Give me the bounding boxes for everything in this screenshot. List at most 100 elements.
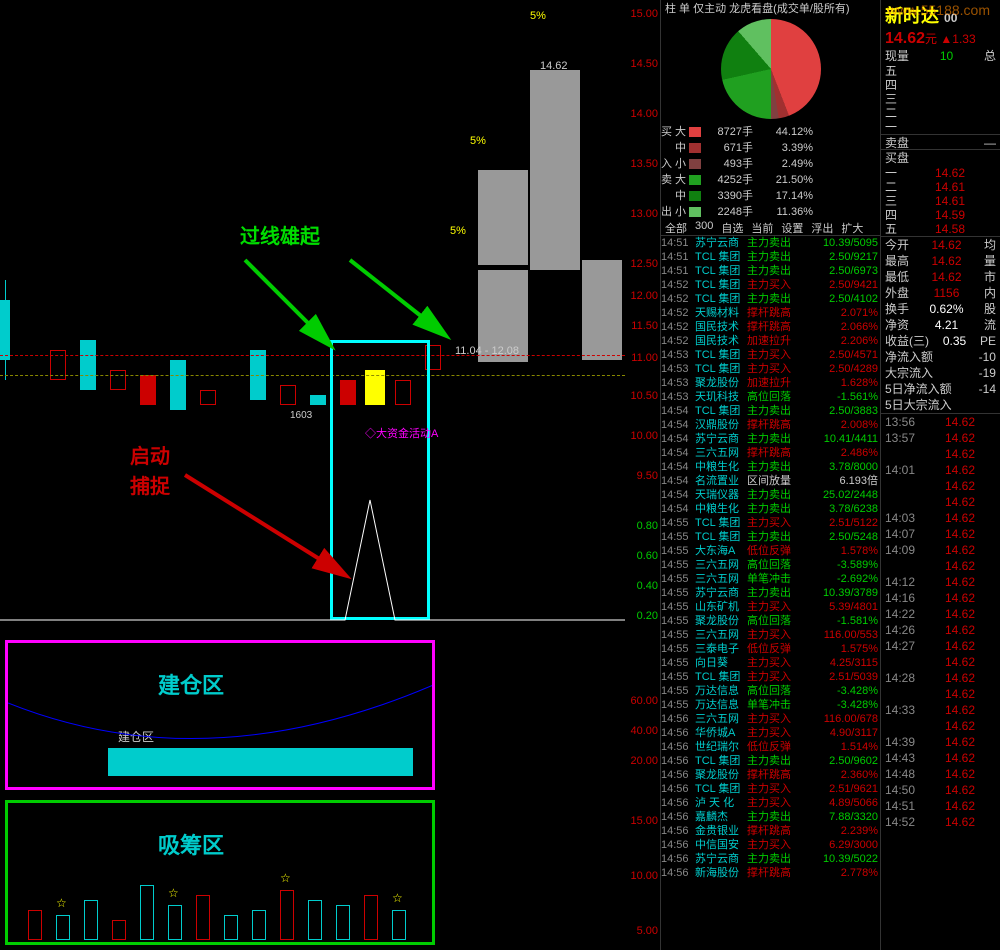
feed-row[interactable]: 14:55三六五网高位回落-3.589%	[661, 558, 880, 572]
tabs[interactable]: 全部300自选当前设置浮出扩大	[661, 220, 880, 236]
feed-row[interactable]: 14:51TCL 集团主力卖出2.50/6973	[661, 264, 880, 278]
ticker-panel: 柱 单 仅主动 龙虎看盘(成交单/股所有) 买大8727手44.12%中671手…	[660, 0, 880, 950]
feed-row[interactable]: 14:56世纪瑞尔低位反弹1.514%	[661, 740, 880, 754]
feed-row[interactable]: 14:55万达信息高位回落-3.428%	[661, 684, 880, 698]
tick-row[interactable]: 14:5114.62	[881, 798, 1000, 814]
tab[interactable]: 浮出	[807, 220, 837, 235]
range-label: 11.04 - 12.08	[455, 345, 519, 357]
tick-row[interactable]: 14.62	[881, 654, 1000, 670]
feed-row[interactable]: 14:55苏宁云商主力卖出10.39/3789	[661, 586, 880, 600]
tick-row[interactable]: 14.62	[881, 718, 1000, 734]
tick-row[interactable]: 14:4314.62	[881, 750, 1000, 766]
tick-row[interactable]: 14:0914.62	[881, 542, 1000, 558]
tick-row[interactable]: 14:2614.62	[881, 622, 1000, 638]
candle	[310, 395, 326, 405]
right-panel: www.55188.com 新时达 00 14.62元 ▲1.33 现量10总 …	[880, 0, 1000, 950]
sell-label-row: 卖盘—	[881, 134, 1000, 150]
green-arrow	[235, 250, 345, 360]
feed-row[interactable]: 14:56嘉麟杰主力卖出7.88/3320	[661, 810, 880, 824]
feed[interactable]: 14:51苏宁云商主力卖出10.39/509514:51TCL 集团主力卖出2.…	[661, 236, 880, 880]
feed-row[interactable]: 14:55三六五网单笔冲击-2.692%	[661, 572, 880, 586]
candle	[280, 385, 296, 405]
gray-bar	[582, 260, 622, 360]
tick-row[interactable]: 14:5214.62	[881, 814, 1000, 830]
tick-row[interactable]: 14.62	[881, 686, 1000, 702]
tab[interactable]: 当前	[747, 220, 777, 235]
feed-row[interactable]: 14:52TCL 集团主力买入2.50/9421	[661, 278, 880, 292]
tick-row[interactable]: 14:0714.62	[881, 526, 1000, 542]
feed-row[interactable]: 14:53天玑科技高位回落-1.561%	[661, 390, 880, 404]
candle	[170, 360, 186, 410]
feed-row[interactable]: 14:54TCL 集团主力卖出2.50/3883	[661, 404, 880, 418]
feed-row[interactable]: 14:52天赐材料撑杆跳高2.071%	[661, 306, 880, 320]
tick-row[interactable]: 14.62	[881, 558, 1000, 574]
tick-list[interactable]: 13:5614.6213:5714.6214.6214:0114.6214.62…	[881, 413, 1000, 830]
feed-row[interactable]: 14:56华侨城A主力买入4.90/3117	[661, 726, 880, 740]
feed-row[interactable]: 14:54中粮生化主力卖出3.78/6238	[661, 502, 880, 516]
tick-row[interactable]: 14:0314.62	[881, 510, 1000, 526]
price-label: 14.62	[540, 60, 568, 72]
tick-row[interactable]: 14:2714.62	[881, 638, 1000, 654]
tick-row[interactable]: 14.62	[881, 494, 1000, 510]
feed-row[interactable]: 14:55TCL 集团主力买入2.51/5039	[661, 670, 880, 684]
feed-row[interactable]: 14:56聚龙股份撑杆跳高2.360%	[661, 768, 880, 782]
feed-row[interactable]: 14:53TCL 集团主力买入2.50/4571	[661, 348, 880, 362]
feed-row[interactable]: 14:54苏宁云商主力卖出10.41/4411	[661, 432, 880, 446]
order-stats: 买大8727手44.12%中671手3.39%入小493手2.49%卖大4252…	[661, 124, 880, 220]
feed-row[interactable]: 14:51TCL 集团主力卖出2.50/9217	[661, 250, 880, 264]
feed-row[interactable]: 14:55聚龙股份高位回落-1.581%	[661, 614, 880, 628]
feed-row[interactable]: 14:56泸 天 化主力买入4.89/5066	[661, 796, 880, 810]
tick-row[interactable]: 14:4814.62	[881, 766, 1000, 782]
chart-canvas[interactable]: 14.62 过线雄起 启动 捕捉 11.04 - 12.08 ◇大资金活动A 1…	[0, 0, 625, 620]
feed-row[interactable]: 14:52国民技术撑杆跳高2.066%	[661, 320, 880, 334]
annotation-title1: 过线雄起	[240, 220, 320, 249]
feed-row[interactable]: 14:52TCL 集团主力卖出2.50/4102	[661, 292, 880, 306]
tick-row[interactable]: 14.62	[881, 478, 1000, 494]
feed-row[interactable]: 14:55TCL 集团主力卖出2.50/5248	[661, 530, 880, 544]
feed-row[interactable]: 14:56苏宁云商主力卖出10.39/5022	[661, 852, 880, 866]
feed-row[interactable]: 14:52国民技术加速拉升2.206%	[661, 334, 880, 348]
candle-wick	[5, 280, 6, 380]
feed-row[interactable]: 14:55TCL 集团主力买入2.51/5122	[661, 516, 880, 530]
tick-row[interactable]: 13:5614.62	[881, 414, 1000, 430]
feed-row[interactable]: 14:55山东矿机主力买入5.39/4801	[661, 600, 880, 614]
tab[interactable]: 自选	[717, 220, 747, 235]
feed-row[interactable]: 14:56TCL 集团主力买入2.51/9621	[661, 782, 880, 796]
feed-row[interactable]: 14:54三六五网撑杆跳高2.486%	[661, 446, 880, 460]
feed-row[interactable]: 14:55向日葵主力买入4.25/3115	[661, 656, 880, 670]
tick-row[interactable]: 14:0114.62	[881, 462, 1000, 478]
candle	[110, 370, 126, 390]
tick-row[interactable]: 13:5714.62	[881, 430, 1000, 446]
feed-row[interactable]: 14:56新海股份撑杆跳高2.778%	[661, 866, 880, 880]
feed-row[interactable]: 14:53TCL 集团主力买入2.50/4289	[661, 362, 880, 376]
tick-row[interactable]: 14:5014.62	[881, 782, 1000, 798]
feed-row[interactable]: 14:55大东海A低位反弹1.578%	[661, 544, 880, 558]
gray-bar	[530, 70, 580, 270]
tick-row[interactable]: 14.62	[881, 446, 1000, 462]
feed-row[interactable]: 14:51苏宁云商主力卖出10.39/5095	[661, 236, 880, 250]
feed-row[interactable]: 14:53聚龙股份加速拉升1.628%	[661, 376, 880, 390]
tab[interactable]: 设置	[777, 220, 807, 235]
tick-row[interactable]: 14:2214.62	[881, 606, 1000, 622]
main-chart: 14.62 过线雄起 启动 捕捉 11.04 - 12.08 ◇大资金活动A 1…	[0, 0, 660, 950]
feed-row[interactable]: 14:55三泰电子低位反弹1.575%	[661, 642, 880, 656]
feed-row[interactable]: 14:54名流置业区间放量6.193倍	[661, 474, 880, 488]
gray-bar	[478, 170, 528, 265]
feed-row[interactable]: 14:54中粮生化主力卖出3.78/8000	[661, 460, 880, 474]
feed-row[interactable]: 14:56金贵银业撑杆跳高2.239%	[661, 824, 880, 838]
feed-row[interactable]: 14:56中信国安主力买入6.29/3000	[661, 838, 880, 852]
feed-row[interactable]: 14:55万达信息单笔冲击-3.428%	[661, 698, 880, 712]
tick-row[interactable]: 14:3314.62	[881, 702, 1000, 718]
tab[interactable]: 扩大	[837, 220, 867, 235]
tick-row[interactable]: 14:3914.62	[881, 734, 1000, 750]
feed-row[interactable]: 14:54汉鼎股份撑杆跳高2.008%	[661, 418, 880, 432]
tick-row[interactable]: 14:1214.62	[881, 574, 1000, 590]
feed-row[interactable]: 14:56三六五网主力买入116.00/678	[661, 712, 880, 726]
feed-row[interactable]: 14:54天瑞仪器主力卖出25.02/2448	[661, 488, 880, 502]
tab[interactable]: 300	[691, 220, 717, 235]
feed-row[interactable]: 14:55三六五网主力买入116.00/553	[661, 628, 880, 642]
tick-row[interactable]: 14:2814.62	[881, 670, 1000, 686]
feed-row[interactable]: 14:56TCL 集团主力卖出2.50/9602	[661, 754, 880, 768]
tick-row[interactable]: 14:1614.62	[881, 590, 1000, 606]
tab[interactable]: 全部	[661, 220, 691, 235]
